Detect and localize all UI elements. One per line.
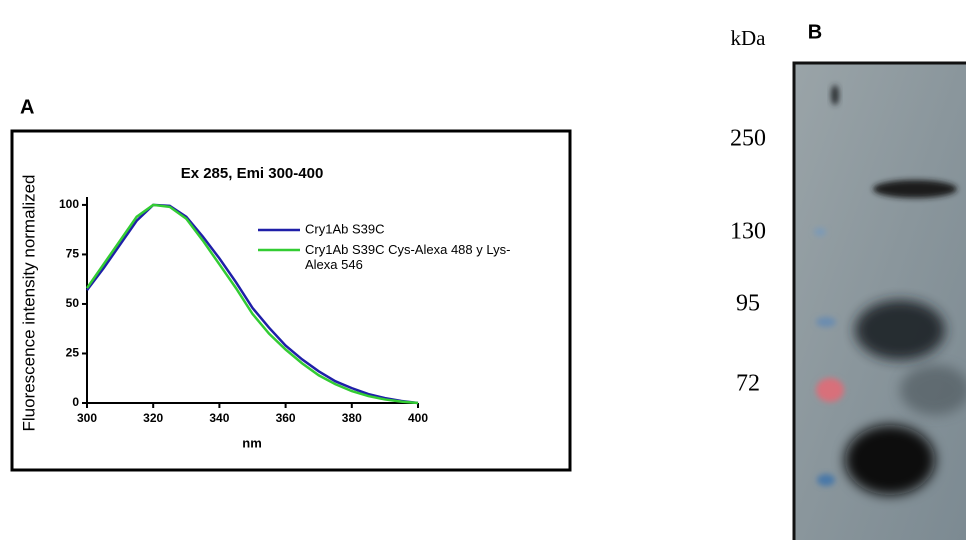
- x-tick-label: 400: [408, 411, 428, 425]
- y-tick-label: 100: [59, 197, 79, 211]
- blot-image: [795, 64, 966, 540]
- y-tick-label: 50: [66, 296, 80, 310]
- x-tick-label: 380: [342, 411, 362, 425]
- marker-label: 130: [730, 219, 766, 245]
- y-tick-label: 25: [66, 346, 80, 360]
- x-tick-label: 320: [143, 411, 163, 425]
- legend-label: Cry1Ab S39C Cys-Alexa 488 y Lys-Alexa 54…: [305, 242, 525, 272]
- marker-label: 250: [730, 126, 766, 152]
- panel-label: A: [20, 96, 34, 118]
- x-tick-label: 360: [276, 411, 296, 425]
- panel-label: B: [808, 21, 822, 43]
- y-tick-label: 75: [66, 247, 80, 261]
- y-tick-label: 0: [72, 395, 79, 409]
- x-tick-label: 340: [209, 411, 229, 425]
- marker-label: 95: [736, 291, 760, 317]
- x-axis-label: nm: [242, 435, 262, 450]
- legend-entry: Cry1Ab S39C Cys-Alexa 488 y Lys-Alexa 54…: [305, 242, 525, 278]
- unit-label: kDa: [731, 26, 767, 50]
- marker-label: 72: [736, 371, 760, 397]
- x-tick-label: 300: [77, 411, 97, 425]
- figure: A Ex 285, Emi 300-400 Fluorescence inten…: [0, 0, 966, 540]
- y-axis-label: Fluorescence intensity normalized: [19, 174, 38, 431]
- chart-title: Ex 285, Emi 300-400: [181, 165, 324, 182]
- legend-label: Cry1Ab S39C: [305, 221, 384, 236]
